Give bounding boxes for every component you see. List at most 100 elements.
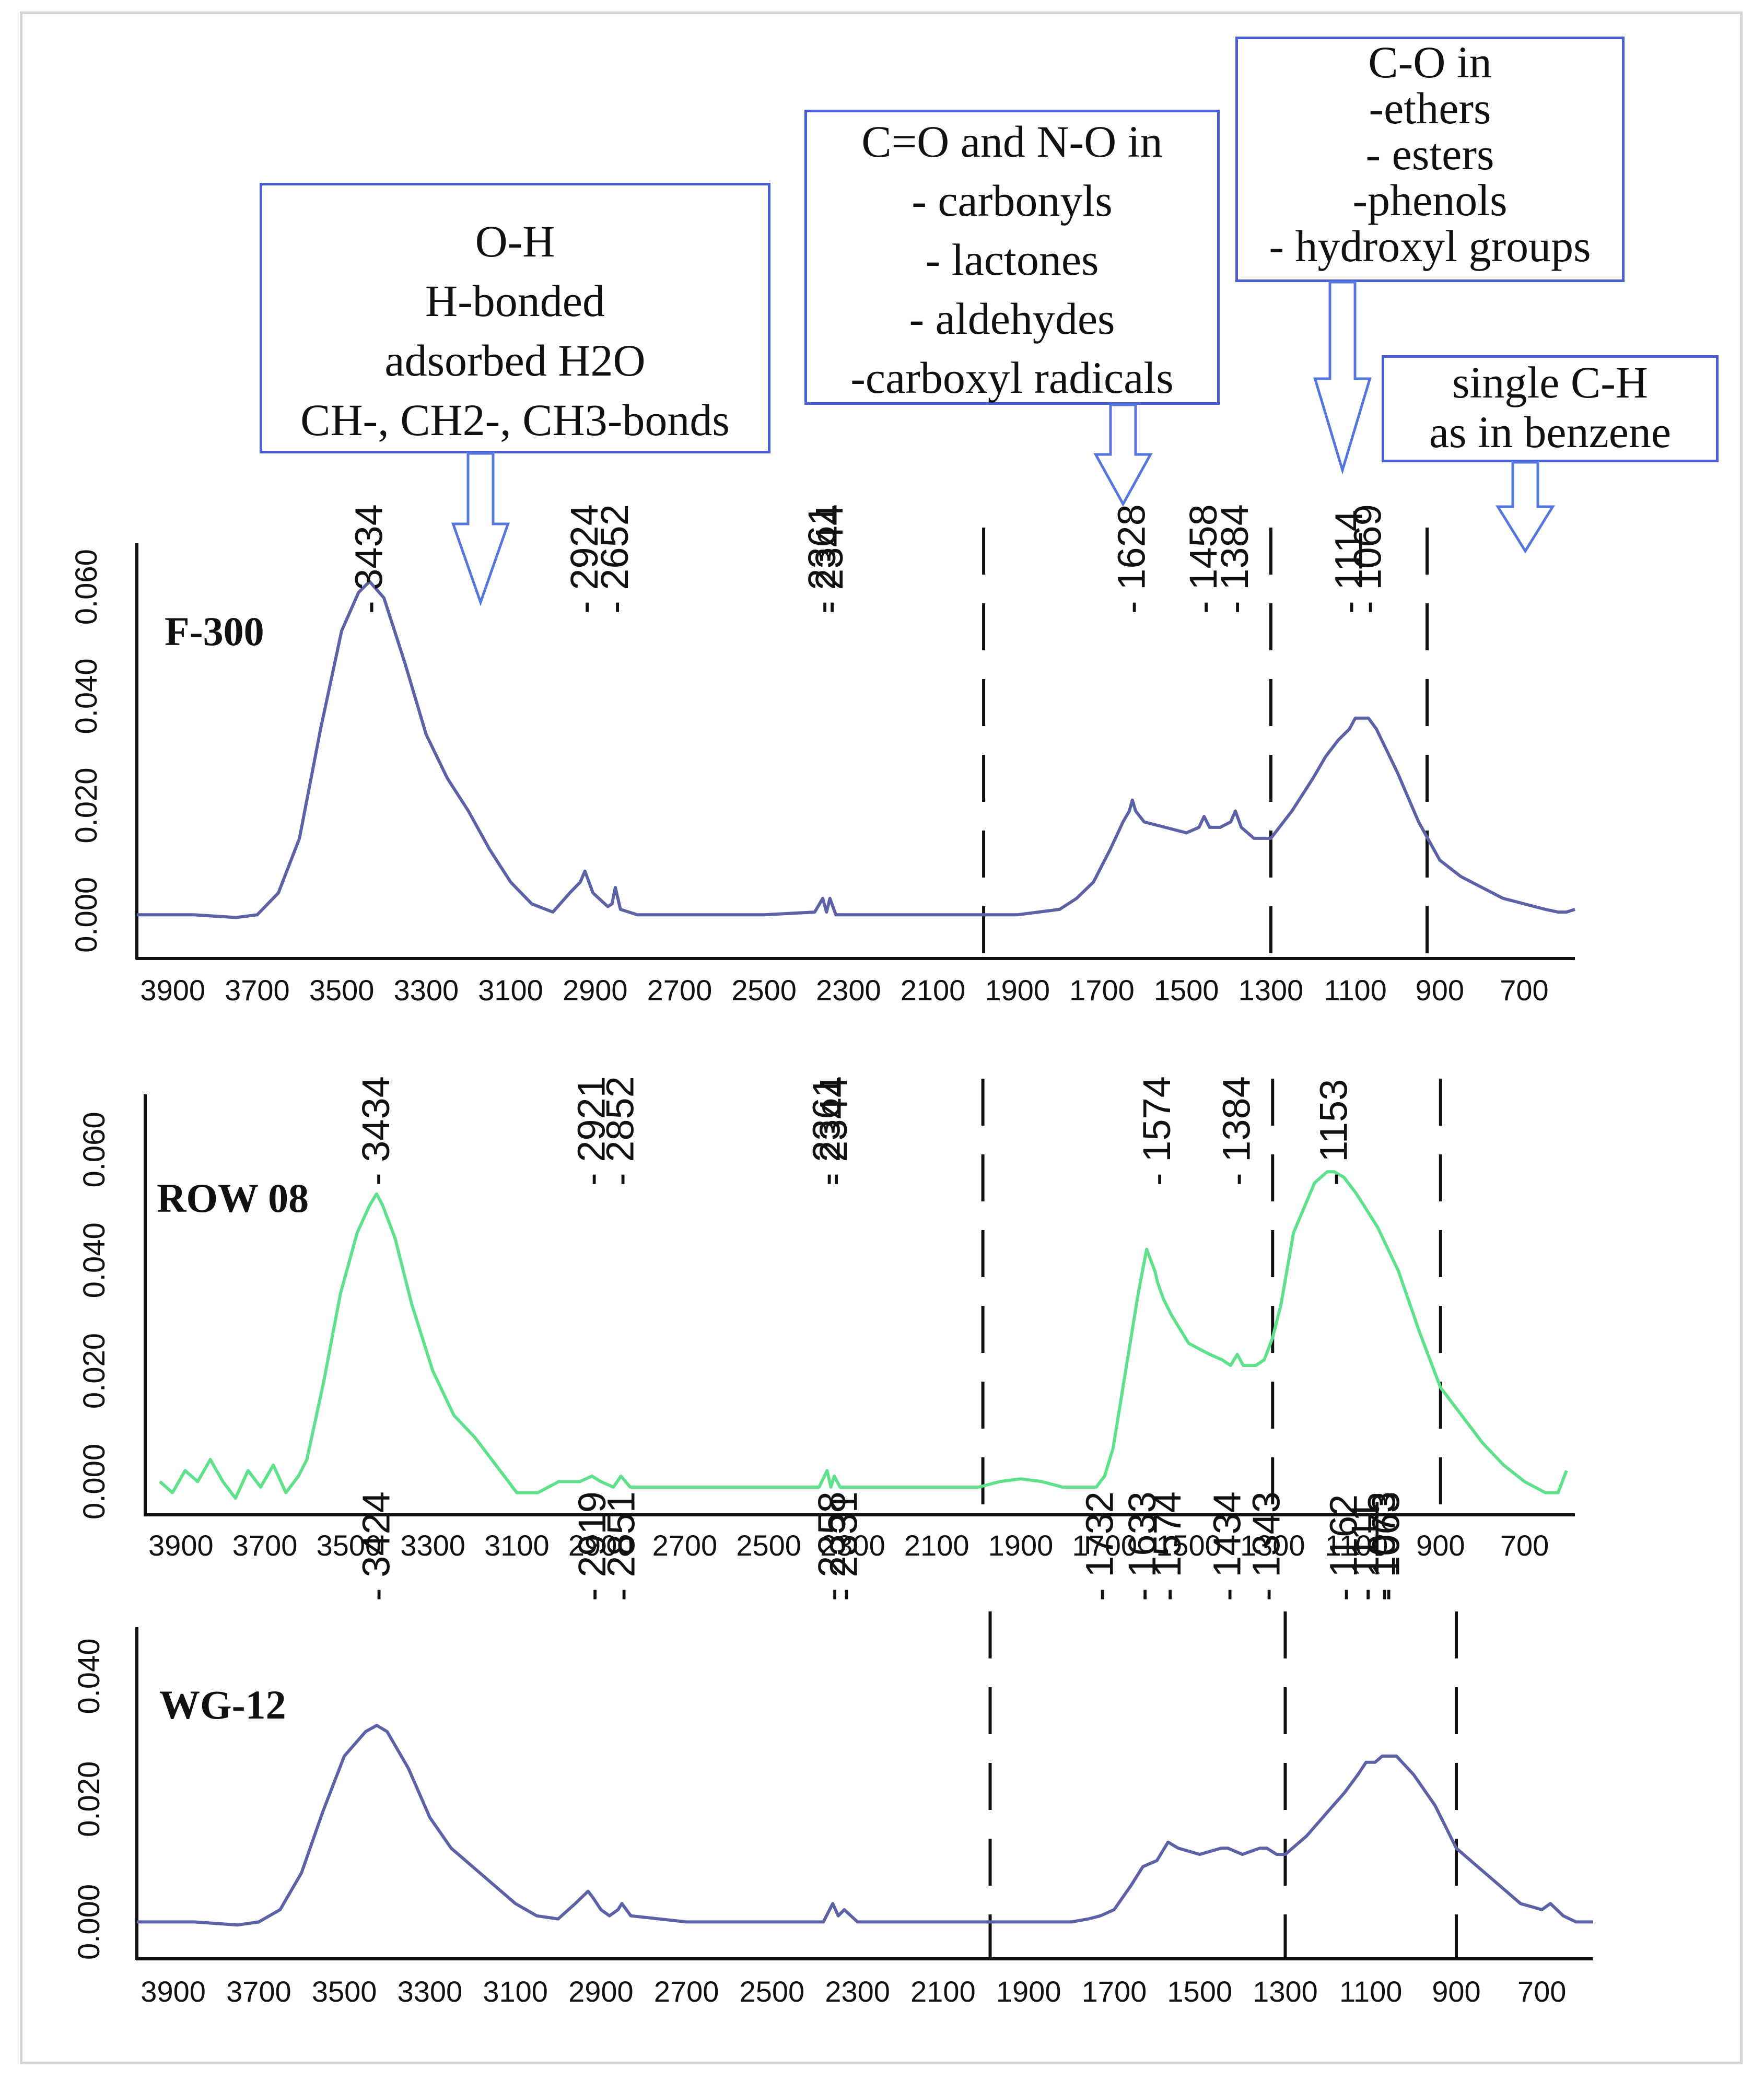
x-tick-label: 1500: [1154, 974, 1219, 1007]
peak-label: - 2331: [822, 1491, 865, 1601]
x-tick-label: 3700: [225, 974, 290, 1007]
peak-label: - 1069: [1346, 504, 1389, 614]
peak-label: - 1343: [1244, 1491, 1288, 1601]
x-tick-label: 2700: [654, 1975, 719, 2008]
spectrum-panel: 3900 3700 3500 3300 3100 2900 2700 2500 2300 2100…: [77, 1076, 1575, 1562]
peak-label: - 2652: [593, 504, 636, 614]
sample-label: ROW 08: [157, 1175, 309, 1221]
down-arrow-icon: [451, 452, 510, 606]
x-tick-label: 1900: [988, 1529, 1054, 1562]
down-arrow-icon: [1496, 461, 1555, 554]
spectrum-line: [159, 1170, 1568, 1500]
peak-label: - 1111: [1344, 1500, 1387, 1601]
x-tick-label: 2100: [910, 1975, 976, 2008]
peak-label: - 3434: [347, 504, 390, 614]
x-tick-label: 2300: [816, 974, 881, 1007]
y-tick-label: 0.040: [77, 1222, 111, 1298]
x-tick-label: 3500: [309, 974, 375, 1007]
x-tick-label: 3300: [394, 974, 459, 1007]
annotation-oh-line: H-bonded: [425, 276, 605, 326]
annotation-c-o-line: -ethers: [1369, 83, 1491, 133]
x-tick-label: 1300: [1240, 1529, 1305, 1562]
x-tick-label: 3100: [484, 1529, 550, 1562]
peak-label: - 2361: [800, 504, 844, 614]
annotation-carbonyl-line: -carboxyl radicals: [850, 353, 1174, 403]
spectrum-panel: 3900 3700 3500 3300 3100 2900 2700 2500 2300 2100…: [72, 1491, 1593, 2008]
peak-label: - 1073: [1360, 1491, 1403, 1601]
peak-label: - 2924: [563, 504, 606, 614]
peak-label: - 1384: [1215, 1076, 1258, 1186]
y-tick-label: 0.000: [69, 877, 103, 953]
x-tick-label: 3300: [398, 1975, 463, 2008]
x-tick-label: 900: [1416, 1529, 1465, 1562]
x-tick-label: 2900: [568, 1529, 634, 1562]
x-tick-label: 1500: [1167, 1975, 1232, 2008]
x-tick-label: 1700: [1069, 974, 1135, 1007]
annotation-c-o-line: - hydroxyl groups: [1269, 221, 1591, 271]
peak-label: - 3424: [354, 1491, 398, 1601]
annotation-carbonyl-line: C=O and N-O in: [861, 116, 1163, 167]
peak-label: - 2344: [808, 504, 851, 614]
y-tick-label: 0.040: [69, 658, 103, 734]
sample-label: F-300: [165, 609, 264, 654]
spectrum-panel: 3900 3700 3500 3300 3100 2900 2700 2500 2300 2100…: [69, 504, 1575, 1007]
annotation-oh-line: adsorbed H2O: [384, 335, 646, 385]
x-tick-label: 2900: [563, 974, 628, 1007]
y-tick-label: 0.020: [72, 1761, 106, 1837]
x-tick-label: 700: [1517, 1975, 1566, 2008]
x-tick-label: 3900: [148, 1529, 214, 1562]
peak-label: - 1114: [1327, 510, 1370, 614]
peak-label: - 2852: [599, 1076, 642, 1186]
annotation-c-o-line: - esters: [1365, 129, 1494, 179]
sample-label: WG-12: [159, 1682, 286, 1727]
y-tick-label: 0.020: [77, 1333, 111, 1409]
x-tick-label: 700: [1500, 974, 1548, 1007]
peak-label: - 2919: [570, 1491, 614, 1601]
x-tick-label: 1900: [996, 1975, 1061, 2008]
x-tick-label: 2700: [652, 1529, 718, 1562]
peak-label: - 1162: [1322, 1494, 1365, 1601]
annotation-c-o-line: C-O in: [1368, 37, 1492, 87]
x-tick-label: 2500: [731, 974, 797, 1007]
y-tick-label: 0.000: [72, 1884, 106, 1960]
x-tick-label: 3300: [400, 1529, 465, 1562]
peak-label: - 2358: [810, 1491, 854, 1601]
annotation-oh-line: CH-, CH2-, CH3-bonds: [300, 395, 730, 445]
x-tick-label: 900: [1432, 1975, 1480, 2008]
x-tick-label: 2500: [736, 1529, 801, 1562]
peak-label: - 1384: [1213, 504, 1256, 614]
x-tick-label: 1300: [1253, 1975, 1318, 2008]
peak-label: - 1574: [1146, 1491, 1189, 1601]
x-tick-label: 2500: [740, 1975, 805, 2008]
y-tick-label: 0.060: [69, 549, 103, 625]
x-tick-label: 3900: [140, 974, 205, 1007]
peak-label: - 2344: [812, 1076, 855, 1186]
x-tick-label: 3900: [141, 1975, 206, 2008]
x-tick-label: 3100: [478, 974, 543, 1007]
spectrum-line: [137, 1724, 1593, 1927]
x-tick-label: 3700: [232, 1529, 298, 1562]
x-tick-label: 2100: [901, 974, 966, 1007]
spectrum-line: [137, 580, 1575, 919]
down-arrow-icon: [1313, 281, 1372, 475]
x-tick-label: 900: [1416, 974, 1464, 1007]
x-tick-label: 1100: [1324, 974, 1386, 1007]
annotation-carbonyl-line: - aldehydes: [909, 294, 1115, 344]
x-tick-label: 2900: [568, 1975, 634, 2008]
peak-label: - 3434: [354, 1076, 398, 1186]
peak-label: - 1434: [1206, 1491, 1249, 1601]
x-tick-label: 1300: [1239, 974, 1304, 1007]
peak-label: - 2921: [569, 1076, 613, 1186]
peak-label: - 1732: [1078, 1491, 1122, 1601]
x-tick-label: 1900: [985, 974, 1050, 1007]
x-tick-label: 1700: [1082, 1975, 1147, 2008]
annotation-c-o-line: -phenols: [1352, 175, 1508, 225]
annotation-carbonyl-box: C=O and N-O in - carbonyls - lactones - …: [804, 110, 1220, 405]
annotation-carbonyl-line: - carbonyls: [912, 176, 1113, 226]
peak-label: - 1628: [1110, 504, 1153, 614]
x-tick-label: 3500: [317, 1529, 382, 1562]
peak-label: - 1633: [1120, 1491, 1164, 1601]
y-tick-label: 0.060: [77, 1112, 111, 1187]
annotation-oh-box: O-H H-bonded adsorbed H2O CH-, CH2-, CH3…: [260, 183, 770, 453]
